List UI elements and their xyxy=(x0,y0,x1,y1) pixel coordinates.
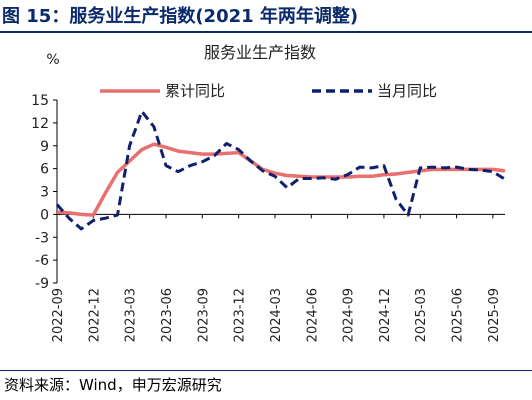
series-line-monthly xyxy=(55,109,506,231)
x-axis-ticks: 2022-09 2022-12 2023-03 2023-06 2023-09 2023-… xyxy=(51,214,502,342)
y-axis-ticks: 15 12 9 6 3 0 -3 -6 -9 xyxy=(31,93,57,292)
x-tick-label: 2024-12 xyxy=(378,288,393,342)
series-line-cumulative xyxy=(56,142,506,217)
legend: 累计同比 当月同比 xyxy=(100,82,437,100)
x-tick-label: 2024-09 xyxy=(342,288,357,342)
title-divider xyxy=(0,31,532,33)
source-divider xyxy=(0,370,532,371)
x-tick-label: 2023-03 xyxy=(124,288,139,342)
y-tick-label: -9 xyxy=(35,276,49,292)
x-tick-label: 2024-03 xyxy=(269,288,284,342)
x-tick-label: 2025-09 xyxy=(487,288,502,342)
y-tick-label: 0 xyxy=(40,207,49,223)
chart-svg: 服务业生产指数 % 累计同比 当月同比 15 12 9 6 3 0 -3 -6 -9 2022-0… xyxy=(31,43,506,342)
axes xyxy=(56,100,505,283)
x-tick-label: 2022-09 xyxy=(51,288,66,342)
x-tick-label: 2025-03 xyxy=(414,288,429,342)
x-tick-label: 2024-06 xyxy=(305,288,320,342)
x-tick-label: 2022-12 xyxy=(87,288,102,342)
y-tick-label: 6 xyxy=(40,162,49,178)
chart-title: 服务业生产指数 xyxy=(204,43,316,62)
y-tick-label: -6 xyxy=(35,253,49,269)
y-tick-label: -3 xyxy=(35,230,49,246)
y-axis-unit: % xyxy=(46,52,59,68)
x-tick-label: 2023-09 xyxy=(196,288,211,342)
y-tick-label: 9 xyxy=(40,139,49,155)
legend-label: 累计同比 xyxy=(165,82,225,100)
y-tick-label: 15 xyxy=(31,93,49,109)
source-note: 资料来源：Wind，申万宏源研究 xyxy=(4,376,222,394)
series-lines xyxy=(55,109,506,231)
x-tick-label: 2023-06 xyxy=(160,288,175,342)
x-tick-label: 2025-06 xyxy=(451,288,466,342)
figure-title: 图 15：服务业生产指数(2021 年两年调整) xyxy=(2,6,359,27)
legend-label: 当月同比 xyxy=(377,82,437,100)
y-tick-label: 12 xyxy=(31,116,49,132)
y-tick-label: 3 xyxy=(40,185,49,201)
x-tick-label: 2023-12 xyxy=(233,288,248,342)
